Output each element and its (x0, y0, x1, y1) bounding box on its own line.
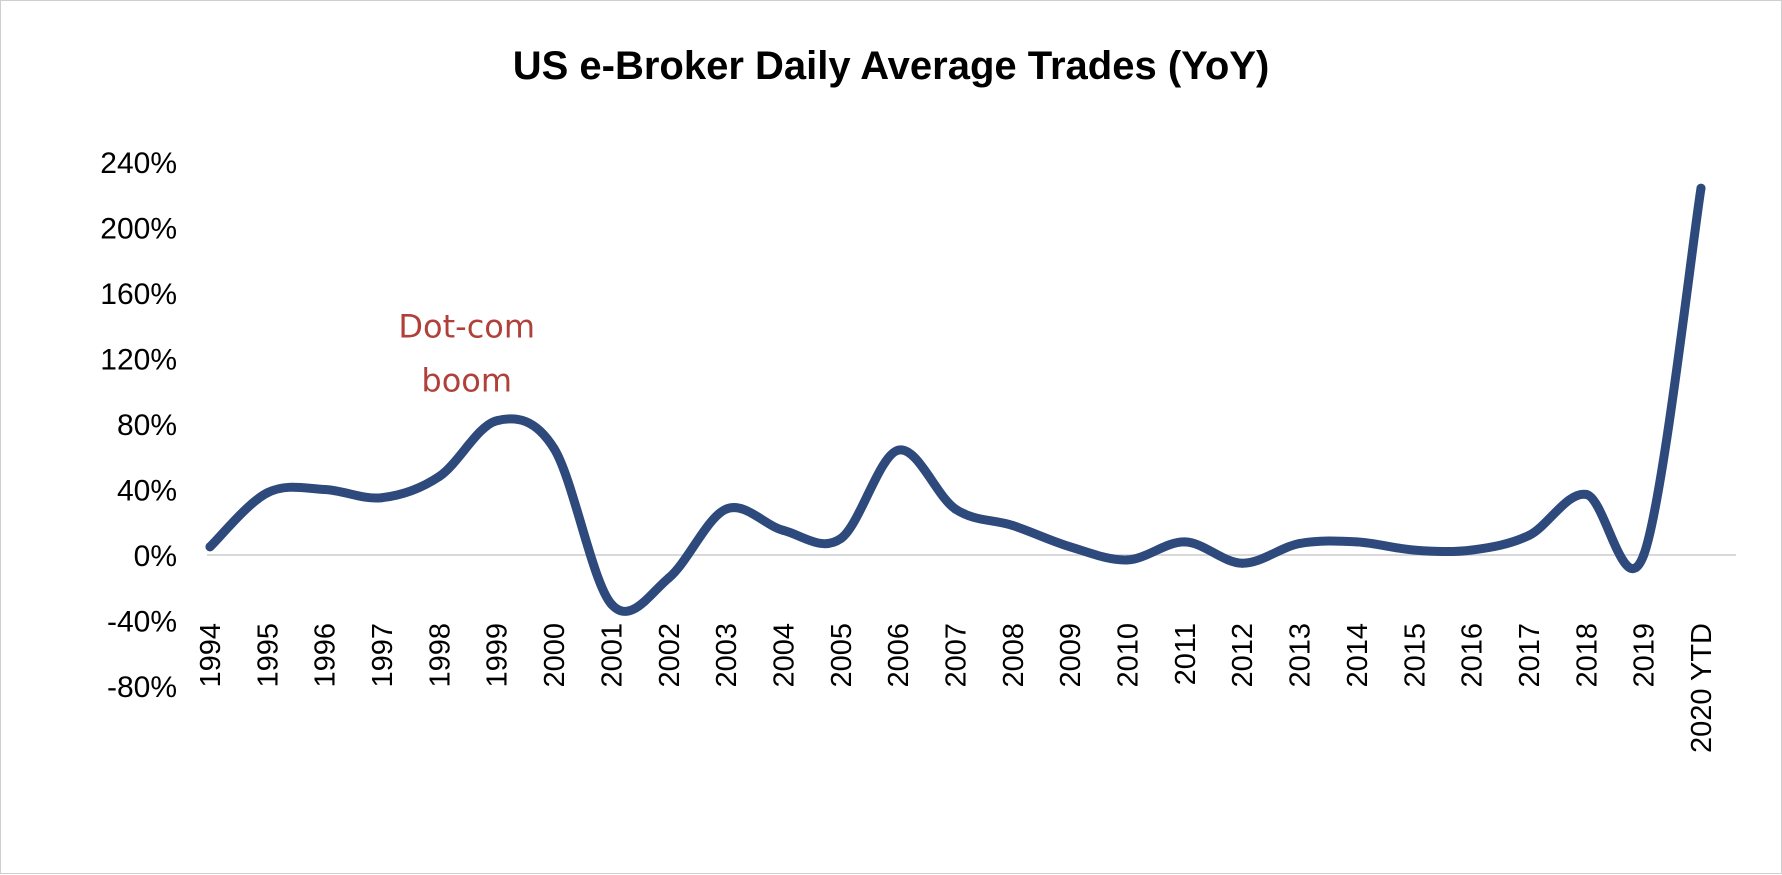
data-point-1998 (434, 471, 444, 481)
y-tick-label: -40% (107, 606, 177, 639)
x-tick-label: 2016 (1457, 623, 1489, 688)
y-tick-label: -80% (107, 671, 177, 704)
x-tick-label: 2014 (1342, 623, 1374, 688)
x-tick-label: 2015 (1399, 623, 1431, 688)
data-point-1997 (377, 493, 387, 503)
data-point-2012 (1237, 558, 1247, 568)
x-tick-label: 2012 (1227, 623, 1259, 688)
series-line (205, 183, 1706, 616)
data-point-2000 (549, 444, 559, 454)
y-tick-label: 200% (100, 213, 177, 246)
x-tick-label: 1998 (424, 623, 456, 688)
y-tick-label: 0% (134, 540, 177, 573)
x-tick-label: 2009 (1055, 623, 1087, 688)
annotation-text: Dot-com (398, 308, 535, 346)
x-tick-label: 2001 (596, 623, 628, 688)
x-tick-label: 2006 (883, 623, 915, 688)
data-point-2003 (721, 504, 731, 514)
x-tick-label: 2008 (998, 623, 1030, 688)
y-tick-label: 80% (117, 409, 177, 442)
data-point-1995 (262, 488, 272, 498)
data-point-2006 (893, 445, 903, 455)
x-axis: 1994 1995 1996 1997 1998 1999 2000 2001 2002 2003… (195, 623, 1718, 753)
data-point-2019 (1639, 550, 1649, 560)
data-point-2011 (1180, 537, 1190, 547)
data-point-2017 (1524, 530, 1534, 540)
y-axis: -80% -40% 0% 40% 80% 120% 160% 200% 240% (100, 147, 177, 704)
data-point-1999 (492, 416, 502, 426)
x-tick-label: 1997 (367, 623, 399, 688)
data-point-2020-ytd (1696, 183, 1706, 193)
y-tick-label: 120% (100, 344, 177, 377)
data-point-1994 (205, 542, 215, 552)
x-tick-label: 1995 (252, 623, 284, 688)
data-point-2015 (1409, 545, 1419, 555)
data-point-1996 (320, 485, 330, 494)
y-tick-label: 240% (100, 147, 177, 180)
data-point-2014 (1352, 537, 1362, 547)
y-tick-label: 160% (100, 278, 177, 311)
x-tick-label: 2004 (768, 623, 800, 688)
x-tick-label: 2002 (654, 623, 686, 688)
x-tick-label: 2007 (941, 623, 973, 688)
data-point-2002 (664, 573, 674, 583)
x-tick-label: 1996 (310, 623, 342, 688)
chart-title: US e-Broker Daily Average Trades (YoY) (513, 44, 1270, 88)
annotations: Dot-com boom (398, 308, 535, 400)
data-point-2007 (951, 504, 960, 514)
x-tick-label: 2011 (1170, 623, 1202, 685)
x-tick-label: 2019 (1629, 623, 1661, 688)
data-point-2016 (1467, 545, 1477, 555)
x-tick-label: 2005 (826, 623, 858, 688)
x-tick-label: 2000 (539, 623, 571, 688)
data-point-2001 (606, 599, 616, 609)
x-tick-label: 2003 (711, 623, 743, 688)
x-tick-label: 2020 YTD (1686, 623, 1718, 753)
x-tick-label: 2010 (1113, 623, 1145, 688)
x-tick-label: 1994 (195, 623, 227, 688)
x-tick-label: 2018 (1571, 623, 1603, 688)
x-tick-label: 2017 (1514, 623, 1546, 688)
x-tick-label: 2013 (1285, 623, 1317, 688)
data-point-2009 (1065, 542, 1075, 552)
y-tick-label: 40% (117, 475, 177, 508)
data-point-2018 (1581, 489, 1591, 499)
data-point-2005 (836, 534, 846, 544)
data-point-2010 (1123, 555, 1133, 565)
x-tick-label: 1999 (482, 623, 514, 688)
data-points (205, 183, 1706, 609)
data-point-2008 (1008, 521, 1018, 531)
data-point-2013 (1295, 539, 1305, 549)
data-point-2004 (778, 525, 788, 535)
annotation-text: boom (421, 362, 512, 400)
